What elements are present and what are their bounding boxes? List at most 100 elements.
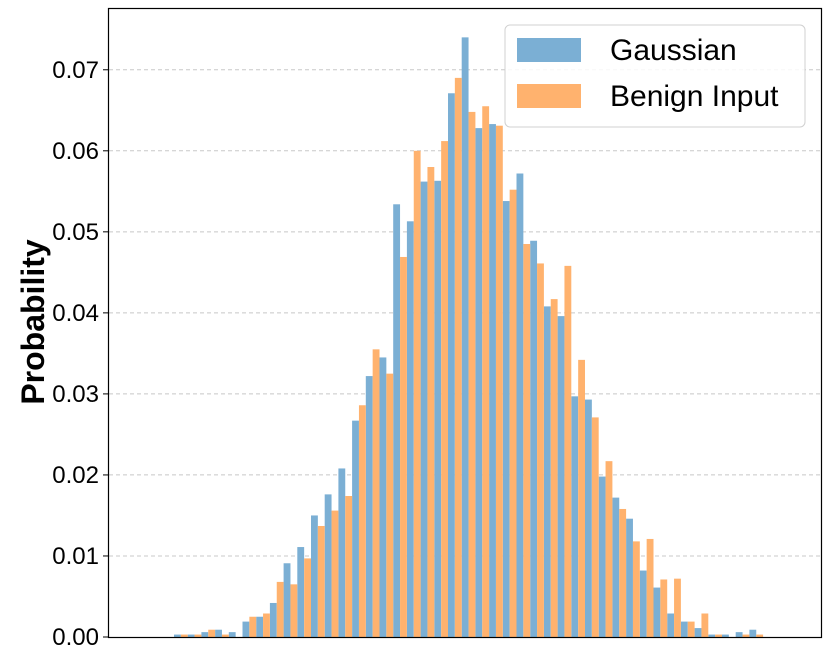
bar-benign-input: [180, 634, 188, 637]
bar-gaussian: [612, 497, 620, 637]
bar-benign-input: [619, 508, 627, 637]
bar-benign-input: [605, 461, 613, 637]
y-axis-label: Probability: [15, 239, 51, 405]
bar-gaussian: [557, 316, 565, 637]
y-tick-label: 0.06: [52, 138, 99, 165]
y-tick-label: 0.07: [52, 57, 99, 84]
bar-benign-input: [537, 263, 544, 637]
bars: [174, 37, 764, 638]
bar-gaussian: [571, 396, 579, 637]
bar-benign-input: [249, 616, 257, 637]
bar-benign-input: [495, 125, 503, 637]
bar-benign-input: [221, 634, 229, 637]
bar-benign-input: [742, 634, 750, 637]
bar-gaussian: [420, 181, 428, 637]
bar-benign-input: [208, 629, 216, 637]
bar-gaussian: [365, 376, 373, 637]
legend: Gaussian Benign Input: [504, 24, 806, 128]
bar-gaussian: [215, 629, 222, 637]
bar-gaussian: [324, 494, 332, 637]
bar-benign-input: [345, 496, 353, 637]
bar-benign-input: [756, 634, 764, 637]
bar-benign-input: [290, 584, 298, 637]
bar-gaussian: [269, 602, 277, 637]
bar-benign-input: [304, 558, 311, 637]
bar-gaussian: [722, 634, 729, 637]
bar-benign-input: [523, 243, 531, 638]
bar-benign-input: [400, 256, 407, 637]
legend-label-gaussian: Gaussian: [610, 34, 737, 67]
bar-benign-input: [482, 106, 490, 638]
bar-gaussian: [516, 173, 524, 637]
y-tick-label: 0.05: [52, 219, 99, 246]
bar-gaussian: [297, 547, 305, 637]
bar-gaussian: [749, 629, 757, 637]
bar-benign-input: [194, 634, 202, 637]
bar-benign-input: [578, 359, 585, 637]
bar-benign-input: [263, 613, 270, 637]
y-tick-label: 0.04: [52, 300, 99, 327]
bar-gaussian: [598, 476, 606, 637]
bar-gaussian: [735, 632, 743, 637]
y-tick-label: 0.00: [52, 624, 99, 651]
bar-benign-input: [591, 417, 599, 637]
y-axis: 0.00 0.01 0.02 0.03 0.04 0.05 0.06 0.07: [52, 57, 109, 651]
bar-benign-input: [358, 405, 366, 637]
bar-gaussian: [543, 306, 551, 637]
bar-benign-input: [674, 578, 681, 637]
bar-gaussian: [393, 204, 401, 638]
bar-gaussian: [311, 515, 318, 637]
bar-gaussian: [174, 634, 181, 637]
y-tick-label: 0.02: [52, 462, 99, 489]
bar-benign-input: [413, 150, 421, 637]
bar-gaussian: [680, 621, 688, 637]
bar-benign-input: [276, 581, 284, 637]
bar-gaussian: [502, 201, 510, 638]
bar-gaussian: [338, 468, 346, 637]
bar-gaussian: [228, 632, 236, 637]
bar-benign-input: [550, 299, 558, 637]
bar-gaussian: [283, 563, 291, 637]
bar-benign-input: [701, 613, 709, 637]
bar-benign-input: [468, 111, 476, 637]
y-tick-label: 0.03: [52, 381, 99, 408]
bar-gaussian: [708, 634, 716, 637]
bar-benign-input: [660, 579, 668, 637]
bar-gaussian: [461, 37, 469, 638]
bar-gaussian: [653, 587, 661, 637]
bar-benign-input: [454, 77, 462, 637]
bar-gaussian: [585, 399, 592, 637]
bar-gaussian: [201, 632, 209, 637]
bar-gaussian: [475, 128, 483, 637]
bar-gaussian: [187, 634, 195, 637]
legend-swatch-gaussian: [517, 38, 581, 62]
bar-gaussian: [489, 124, 496, 637]
bar-benign-input: [509, 189, 517, 637]
bar-benign-input: [646, 538, 654, 637]
bar-benign-input: [564, 265, 572, 637]
y-tick-label: 0.01: [52, 543, 99, 570]
bar-benign-input: [427, 167, 435, 637]
bar-gaussian: [694, 628, 702, 637]
bar-gaussian: [626, 518, 633, 637]
bar-gaussian: [352, 420, 359, 637]
bar-benign-input: [687, 621, 695, 637]
bar-gaussian: [448, 93, 455, 637]
bar-benign-input: [386, 373, 394, 637]
bar-benign-input: [441, 141, 448, 637]
bar-gaussian: [639, 570, 647, 637]
bar-benign-input: [715, 634, 722, 637]
plot-frame: [107, 7, 823, 639]
bar-benign-input: [331, 510, 339, 637]
bar-benign-input: [632, 541, 640, 637]
bar-gaussian: [379, 357, 387, 637]
bar-gaussian: [434, 180, 442, 638]
legend-swatch-benign-input: [517, 84, 581, 108]
legend-label-benign-input: Benign Input: [610, 80, 779, 113]
bar-benign-input: [372, 349, 380, 637]
bar-gaussian: [256, 616, 264, 637]
bar-gaussian: [530, 240, 538, 637]
bar-benign-input: [317, 525, 325, 637]
bar-gaussian: [406, 221, 414, 638]
